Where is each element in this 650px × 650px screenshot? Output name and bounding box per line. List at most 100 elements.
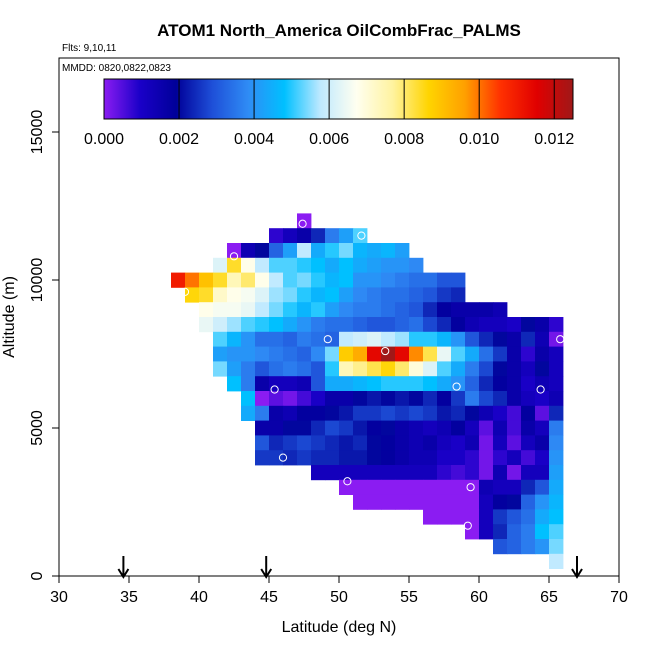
heatmap-cell [353,450,368,466]
heatmap-cell [409,346,424,362]
chart-title: ATOM1 North_America OilCombFrac_PALMS [157,21,521,40]
heatmap-cell [255,302,270,318]
heatmap-cell [367,331,382,347]
flight-marker [298,219,307,228]
heatmap-cell [479,450,494,466]
heatmap-cell [353,420,368,436]
heatmap-cell [339,376,354,392]
flight-marker [270,385,279,394]
x-axis-label: Latitude (deg N) [282,619,397,636]
heatmap-cell [493,524,508,540]
heatmap-cell [395,494,410,510]
heatmap-cell [493,391,508,407]
heatmap-cell [395,391,410,407]
heatmap-cell [297,420,312,436]
heatmap-cell [507,391,522,407]
heatmap-cell [395,272,410,288]
x-tick-label: 55 [400,589,418,606]
heatmap-cell [409,479,424,495]
heatmap-cell [493,317,508,333]
heatmap-cell [255,405,270,421]
heatmap-cell [437,361,452,377]
heatmap-cell [437,302,452,318]
heatmap-cell [549,553,564,569]
x-tick-label: 60 [470,589,488,606]
heatmap-cell [493,420,508,436]
heatmap-cell [507,509,522,525]
heatmap-cell [339,228,354,244]
heatmap-cell [311,302,326,318]
heatmap-cell [325,331,340,347]
y-axis-label: Altitude (m) [1,276,18,358]
heatmap-cell [367,479,382,495]
heatmap-cell [283,391,298,407]
heatmap-cell [465,479,480,495]
heatmap-cell [423,287,438,303]
heatmap-cell [255,450,270,466]
heatmap-cell [297,302,312,318]
heatmap-cell [283,272,298,288]
heatmap-cell [367,376,382,392]
heatmap-cell [423,331,438,347]
heatmap-cell [269,420,284,436]
x-axis: 30 35 40 45 50 55 60 65 70 [50,576,628,606]
heatmap-cell [493,450,508,466]
heatmap-cell [381,257,396,273]
heatmap-cell [367,405,382,421]
heatmap-cell [409,465,424,481]
flight-marker [229,252,239,261]
heatmap-cell [493,479,508,495]
heatmap-cell [549,450,564,466]
heatmap-cell [241,405,256,421]
heatmap-cell [311,405,326,421]
heatmap-cell [549,391,564,407]
heatmap-cell [437,376,452,392]
heatmap-cell [423,272,438,288]
heatmap-cell [479,391,494,407]
heatmap-cell [269,331,284,347]
heatmap-cell [535,435,550,451]
heatmap-cell [283,257,298,273]
heatmap-cell [395,465,410,481]
heatmap-cell [255,257,270,273]
heatmap-cell [479,302,494,318]
heatmap-cell [465,420,480,436]
heatmap-cell [451,494,466,510]
heatmap-cell [297,391,312,407]
heatmap-cell [325,435,340,451]
heatmap-cell [535,405,550,421]
heatmap-cell [465,494,480,510]
heatmap-cell [479,331,494,347]
heatmap-cell [241,346,256,362]
heatmap-cell [311,361,326,377]
heatmap-cell [255,287,270,303]
heatmap-cell [241,376,256,392]
heatmap-cell [283,450,298,466]
heatmap-cell [269,346,284,362]
heatmap-cell [395,346,410,362]
heatmap-cell [549,317,564,333]
heatmap-cell [521,405,536,421]
heatmap-cell [437,494,452,510]
x-tick-label: 35 [120,589,138,606]
heatmap-cell [311,420,326,436]
heatmap-cell [521,494,536,510]
heatmap-cell [353,391,368,407]
heatmap-cell [353,287,368,303]
flight-marker [323,335,332,344]
heatmap-cell [227,317,242,333]
heatmap-cell [311,346,326,362]
heatmap-cell [521,450,536,466]
heatmap-cell [423,494,438,510]
heatmap-cell [255,435,270,451]
flight-marker [343,477,352,486]
heatmap-cell [283,302,298,318]
heatmap-cell [227,287,242,303]
heatmap-cell [311,257,326,273]
heatmap-cell [227,302,242,318]
flights-note: Flts: 9,10,11 [62,43,117,54]
heatmap-cell [241,287,256,303]
heatmap-cell [297,228,312,244]
flight-marker [381,346,390,356]
heatmap-cell [507,479,522,495]
